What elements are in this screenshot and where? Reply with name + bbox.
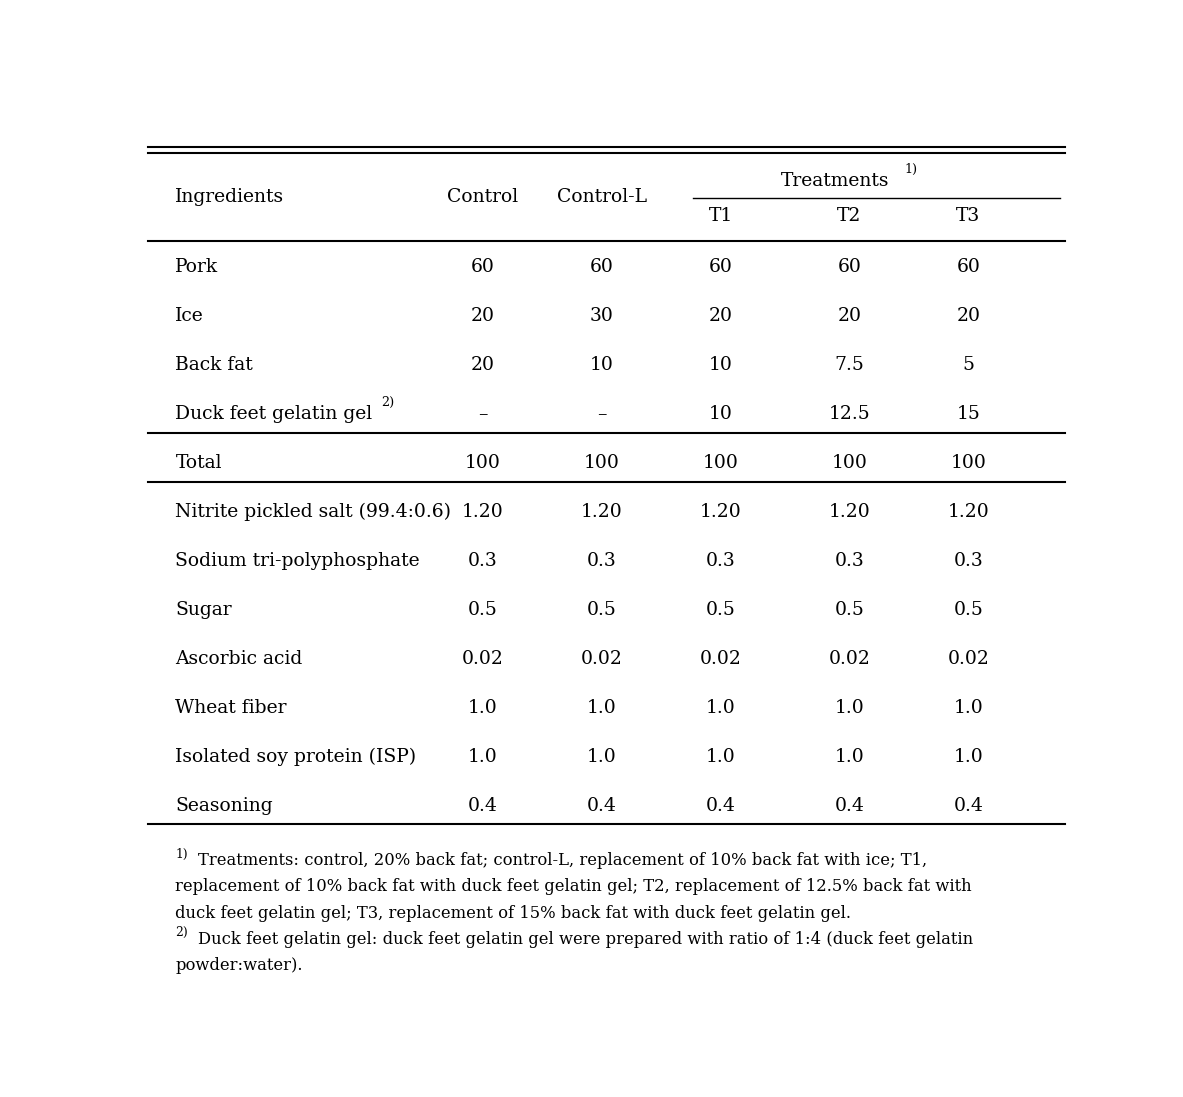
Text: 0.5: 0.5 <box>706 601 736 619</box>
Text: 60: 60 <box>709 258 732 276</box>
Text: 0.4: 0.4 <box>953 796 983 815</box>
Text: 0.5: 0.5 <box>467 601 498 619</box>
Text: –: – <box>597 405 607 423</box>
Text: 10: 10 <box>590 355 614 374</box>
Text: 1.0: 1.0 <box>587 748 616 766</box>
Text: 1.20: 1.20 <box>828 502 871 521</box>
Text: 10: 10 <box>709 355 732 374</box>
Text: 0.02: 0.02 <box>581 649 622 668</box>
Text: 0.3: 0.3 <box>706 552 736 569</box>
Text: T3: T3 <box>956 207 981 225</box>
Text: 20: 20 <box>956 307 981 325</box>
Text: 100: 100 <box>703 454 739 472</box>
Text: –: – <box>478 405 487 423</box>
Text: 1.20: 1.20 <box>948 502 989 521</box>
Text: 100: 100 <box>832 454 867 472</box>
Text: Seasoning: Seasoning <box>175 796 273 815</box>
Text: 0.4: 0.4 <box>834 796 865 815</box>
Text: 20: 20 <box>471 307 494 325</box>
Text: 1.0: 1.0 <box>587 699 616 716</box>
Text: Control-L: Control-L <box>557 188 647 206</box>
Text: 7.5: 7.5 <box>834 355 865 374</box>
Text: 0.3: 0.3 <box>467 552 497 569</box>
Text: 1.0: 1.0 <box>706 699 736 716</box>
Text: 0.02: 0.02 <box>700 649 742 668</box>
Text: 0.5: 0.5 <box>587 601 616 619</box>
Text: 0.02: 0.02 <box>828 649 871 668</box>
Text: 0.4: 0.4 <box>706 796 736 815</box>
Text: 0.4: 0.4 <box>587 796 616 815</box>
Text: Ice: Ice <box>175 307 205 325</box>
Text: 0.3: 0.3 <box>834 552 864 569</box>
Text: 15: 15 <box>957 405 981 423</box>
Text: 1.0: 1.0 <box>467 748 497 766</box>
Text: 1.0: 1.0 <box>834 748 864 766</box>
Text: Sodium tri-polyphosphate: Sodium tri-polyphosphate <box>175 552 420 569</box>
Text: replacement of 10% back fat with duck feet gelatin gel; T2, replacement of 12.5%: replacement of 10% back fat with duck fe… <box>175 879 972 895</box>
Text: 20: 20 <box>838 307 861 325</box>
Text: 100: 100 <box>465 454 500 472</box>
Text: Total: Total <box>175 454 222 472</box>
Text: 12.5: 12.5 <box>828 405 871 423</box>
Text: 0.02: 0.02 <box>461 649 504 668</box>
Text: 1.0: 1.0 <box>834 699 864 716</box>
Text: Duck feet gelatin gel: duck feet gelatin gel were prepared with ratio of 1:4 (du: Duck feet gelatin gel: duck feet gelatin… <box>199 931 974 948</box>
Text: Back fat: Back fat <box>175 355 253 374</box>
Text: 5: 5 <box>963 355 975 374</box>
Text: Nitrite pickled salt (99.4:0.6): Nitrite pickled salt (99.4:0.6) <box>175 502 452 521</box>
Text: 1): 1) <box>904 163 917 177</box>
Text: 1.0: 1.0 <box>953 699 983 716</box>
Text: Ingredients: Ingredients <box>175 188 284 206</box>
Text: powder:water).: powder:water). <box>175 957 303 974</box>
Text: 0.5: 0.5 <box>834 601 865 619</box>
Text: 100: 100 <box>583 454 620 472</box>
Text: 20: 20 <box>471 355 494 374</box>
Text: Duck feet gelatin gel: Duck feet gelatin gel <box>175 405 373 423</box>
Text: 10: 10 <box>709 405 732 423</box>
Text: 30: 30 <box>590 307 614 325</box>
Text: 60: 60 <box>838 258 861 276</box>
Text: 1.0: 1.0 <box>467 699 497 716</box>
Text: Treatments: control, 20% back fat; control-L, replacement of 10% back fat with i: Treatments: control, 20% back fat; contr… <box>199 852 927 869</box>
Text: Isolated soy protein (ISP): Isolated soy protein (ISP) <box>175 748 416 766</box>
Text: 0.02: 0.02 <box>948 649 989 668</box>
Text: Control: Control <box>447 188 518 206</box>
Text: Ascorbic acid: Ascorbic acid <box>175 649 303 668</box>
Text: 0.5: 0.5 <box>953 601 983 619</box>
Text: 0.4: 0.4 <box>467 796 498 815</box>
Text: T2: T2 <box>838 207 861 225</box>
Text: Pork: Pork <box>175 258 219 276</box>
Text: duck feet gelatin gel; T3, replacement of 15% back fat with duck feet gelatin ge: duck feet gelatin gel; T3, replacement o… <box>175 905 852 921</box>
Text: 1.20: 1.20 <box>700 502 742 521</box>
Text: Treatments: Treatments <box>781 171 890 190</box>
Text: 1.20: 1.20 <box>581 502 622 521</box>
Text: 60: 60 <box>957 258 981 276</box>
Text: T1: T1 <box>709 207 733 225</box>
Text: 2): 2) <box>382 396 395 408</box>
Text: 1): 1) <box>175 848 188 860</box>
Text: 1.20: 1.20 <box>461 502 504 521</box>
Text: 1.0: 1.0 <box>953 748 983 766</box>
Text: 0.3: 0.3 <box>587 552 616 569</box>
Text: 20: 20 <box>709 307 733 325</box>
Text: Wheat fiber: Wheat fiber <box>175 699 287 716</box>
Text: 1.0: 1.0 <box>706 748 736 766</box>
Text: 0.3: 0.3 <box>953 552 983 569</box>
Text: 60: 60 <box>590 258 614 276</box>
Text: 60: 60 <box>471 258 494 276</box>
Text: 2): 2) <box>175 926 188 939</box>
Text: 100: 100 <box>950 454 987 472</box>
Text: Sugar: Sugar <box>175 601 232 619</box>
